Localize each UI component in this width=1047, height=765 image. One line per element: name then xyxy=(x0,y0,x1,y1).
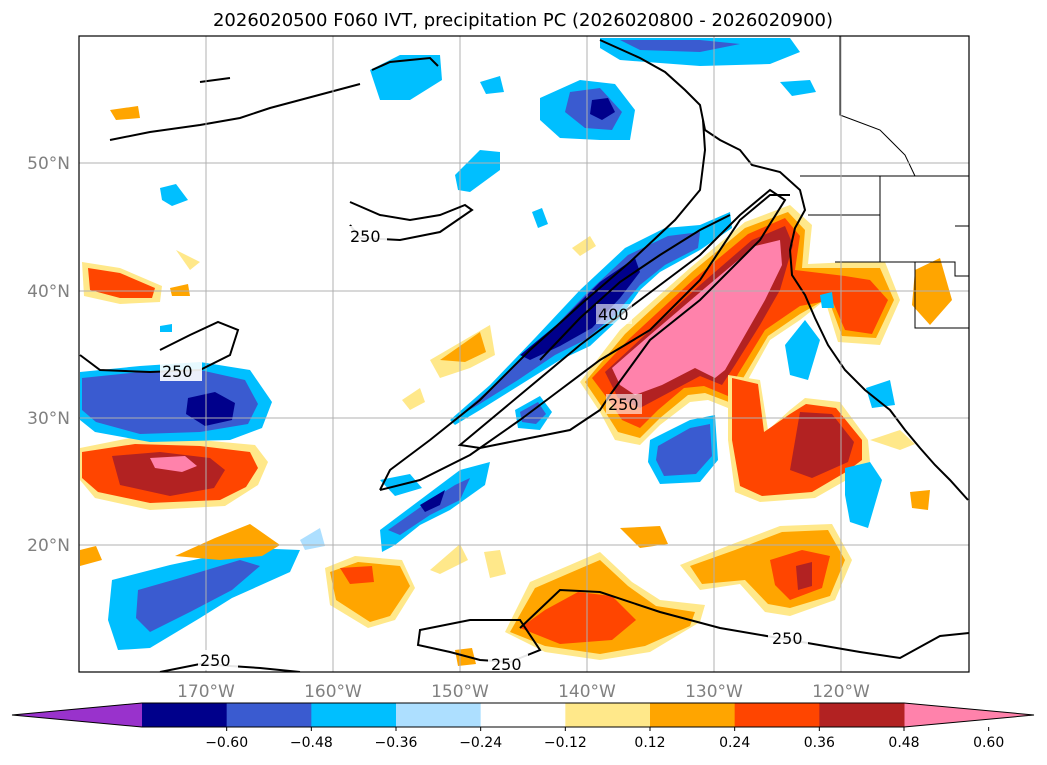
precip-negative-region xyxy=(520,258,640,360)
y-tick-label: 30°N xyxy=(27,409,70,429)
y-axis: 20°N 30°N 40°N 50°N xyxy=(27,154,70,556)
precip-negative-region xyxy=(160,184,188,206)
precip-positive-region xyxy=(150,456,197,472)
contour-label: 250 xyxy=(162,362,193,381)
precip-negative-region xyxy=(780,80,816,96)
contour-label: 400 xyxy=(598,305,629,324)
precip-positive-region xyxy=(620,526,668,548)
colorbar-tick-label: −0.60 xyxy=(205,735,248,751)
y-tick-label: 40°N xyxy=(27,282,70,302)
x-tick-label: 150°W xyxy=(431,682,489,702)
north-america-coastline xyxy=(599,39,969,501)
ivt-contour-400 xyxy=(539,214,731,361)
ivt-contour-labels: 250 250 400 250 250 250 250 xyxy=(160,226,808,674)
precip-positive-region xyxy=(572,236,596,256)
colorbar-segment xyxy=(311,703,397,727)
contour-label: 250 xyxy=(608,395,639,414)
colorbar-tick-label: −0.24 xyxy=(459,735,502,751)
colorbar-segment xyxy=(396,703,482,727)
colorbar-segment xyxy=(142,703,228,727)
state-borders xyxy=(808,176,969,329)
precip-positive-region xyxy=(440,332,486,362)
island-coastline xyxy=(109,77,361,141)
colorbar-tick-label: −0.12 xyxy=(544,735,587,751)
x-tick-label: 140°W xyxy=(558,682,616,702)
y-tick-label: 20°N xyxy=(27,536,70,556)
precip-negative-region xyxy=(480,76,504,94)
colorbar-extend-high xyxy=(904,703,1034,727)
contour-label: 250 xyxy=(200,651,231,670)
x-tick-label: 130°W xyxy=(685,682,743,702)
precip-negative-region xyxy=(420,490,445,512)
precip-positive-region xyxy=(790,412,854,478)
precip-positive-region xyxy=(430,544,468,574)
x-tick-label: 170°W xyxy=(177,682,235,702)
colorbar-segment xyxy=(480,703,566,727)
colorbar-tick-label: 0.36 xyxy=(804,735,835,751)
colorbar-segment xyxy=(734,703,820,727)
colorbar-segment xyxy=(650,703,736,727)
precip-negative-region xyxy=(820,292,834,308)
precip-positive-region xyxy=(484,550,506,578)
precip-negative-region xyxy=(590,98,615,120)
precip-negative-region xyxy=(785,320,820,380)
precip-negative-region xyxy=(866,380,895,408)
precip-negative-region xyxy=(160,324,172,332)
x-tick-label: 120°W xyxy=(812,682,870,702)
colorbar-outline xyxy=(11,702,1035,728)
precip-positive-region xyxy=(170,284,190,296)
precip-negative-region xyxy=(136,560,260,632)
island-coastline xyxy=(371,56,439,71)
colorbar-tick-label: 0.48 xyxy=(888,735,919,751)
contour-label: 250 xyxy=(772,629,803,648)
precip-positive-region xyxy=(910,490,930,510)
precip-positive-region xyxy=(80,546,102,566)
ivt-contour-250 xyxy=(79,320,240,374)
precip-negative-region xyxy=(620,40,740,52)
precip-positive-region xyxy=(175,524,280,560)
x-tick-label: 160°W xyxy=(304,682,362,702)
precip-positive-region xyxy=(112,452,225,496)
colorbar-tick-label: 0.60 xyxy=(973,735,1004,751)
map-frame xyxy=(78,35,970,673)
colorbar-segment xyxy=(565,703,651,727)
precip-negative-region xyxy=(370,55,442,100)
precip-positive-region xyxy=(340,566,374,584)
political-borders xyxy=(800,36,969,329)
colorbar-tick-label: 0.12 xyxy=(634,735,665,751)
colorbar-tick-label: −0.48 xyxy=(290,735,333,751)
precip-positive-region xyxy=(402,388,425,410)
precip-positive-region xyxy=(110,106,140,120)
coastlines xyxy=(109,39,969,501)
colorbar: −0.60 −0.48 −0.36 −0.24 −0.12 0.12 0.24 0.36 0.4… xyxy=(11,702,1035,751)
precip-positive-region xyxy=(176,250,200,270)
y-tick-label: 50°N xyxy=(27,154,70,174)
colorbar-tick-label: −0.36 xyxy=(375,735,418,751)
precip-negative-region xyxy=(532,208,548,228)
precip-positive-region xyxy=(612,240,782,395)
ivt-contour-250 xyxy=(379,194,790,491)
contour-label: 250 xyxy=(350,227,381,246)
ivt-contour-250 xyxy=(519,588,969,660)
gridlines xyxy=(79,36,969,672)
x-axis: 170°W 160°W 150°W 140°W 130°W 120°W xyxy=(177,682,870,702)
precip-positive-region xyxy=(520,592,636,644)
colorbar-segment xyxy=(226,703,312,727)
colorbar-segment xyxy=(819,703,905,727)
contour-label: 250 xyxy=(491,655,522,674)
precip-negative-region xyxy=(455,150,500,192)
ivt-contour-250 xyxy=(379,119,707,491)
chart-title: 2026020500 F060 IVT, precipitation PC (2… xyxy=(213,10,833,31)
precip-negative-region xyxy=(845,462,882,528)
precip-negative-region xyxy=(656,424,712,476)
precip-positive-region xyxy=(796,562,812,590)
colorbar-tick-label: 0.24 xyxy=(719,735,750,751)
colorbar-extend-low xyxy=(12,703,142,727)
state-borders xyxy=(839,36,916,177)
precip-positive-region xyxy=(870,430,915,450)
